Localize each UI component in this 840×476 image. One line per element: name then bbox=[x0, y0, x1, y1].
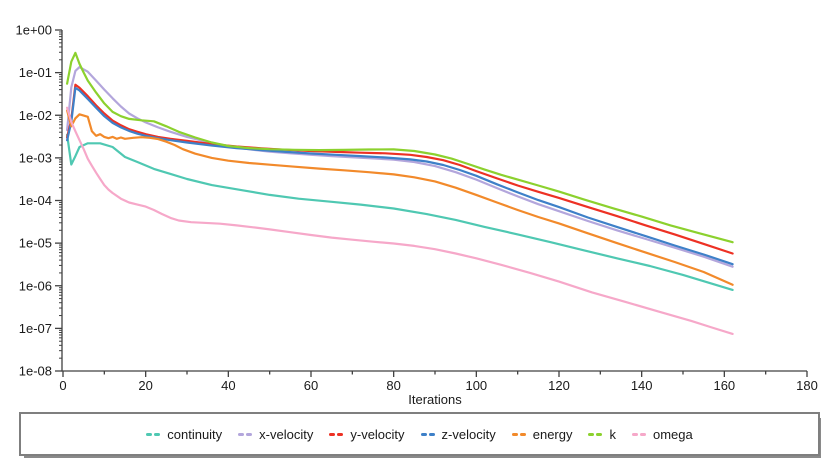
legend-swatch-x-velocity bbox=[238, 432, 253, 436]
legend-swatch-omega bbox=[631, 432, 646, 436]
legend-label-x-velocity: x-velocity bbox=[259, 426, 314, 442]
series-k bbox=[65, 51, 734, 244]
legend-swatch-z-velocity bbox=[420, 432, 435, 436]
y-tick-label: 1e+00 bbox=[15, 23, 52, 38]
axes-frame bbox=[61, 30, 807, 372]
y-tick-label: 1e-06 bbox=[19, 278, 52, 293]
x-tick-label: 0 bbox=[59, 378, 66, 393]
y-tick-label: 1e-01 bbox=[19, 65, 52, 80]
series-z-velocity bbox=[65, 86, 734, 266]
x-tick-label: 40 bbox=[221, 378, 235, 393]
legend-swatch-k bbox=[588, 432, 603, 436]
legend-dash bbox=[246, 432, 253, 436]
y-tick-label: 1e-05 bbox=[19, 236, 52, 251]
x-axis-title: Iterations bbox=[408, 392, 462, 407]
legend-label-continuity: continuity bbox=[167, 426, 223, 442]
x-tick-label: 180 bbox=[796, 378, 818, 393]
legend-swatch-y-velocity bbox=[329, 432, 344, 436]
legend: continuity x-velocity y-velocity z-velocity… bbox=[19, 412, 820, 456]
x-tick-label: 160 bbox=[713, 378, 735, 393]
legend-dash bbox=[420, 432, 427, 436]
plot-area: 1e+00 1e-01 1e-02 1e-03 1e-04 1e-05 1e-06 1e-07… bbox=[15, 23, 817, 394]
legend-item-y-velocity: y-velocity bbox=[329, 426, 405, 442]
legend-dash bbox=[519, 432, 526, 436]
series-energy bbox=[65, 109, 734, 286]
y-tick-label: 1e-04 bbox=[19, 193, 52, 208]
legend-dash bbox=[631, 432, 638, 436]
legend-label-omega: omega bbox=[652, 426, 693, 442]
legend-item-omega: omega bbox=[631, 426, 693, 442]
x-tick-label: 80 bbox=[386, 378, 400, 393]
legend-dash bbox=[238, 432, 245, 436]
legend-item-x-velocity: x-velocity bbox=[238, 428, 313, 441]
legend-dash bbox=[428, 432, 435, 436]
legend-dash bbox=[329, 432, 336, 436]
y-tick-label: 1e-08 bbox=[19, 364, 52, 379]
series-omega bbox=[65, 106, 734, 335]
y-tick-label: 1e-03 bbox=[19, 150, 52, 165]
legend-label-energy: energy bbox=[532, 426, 573, 442]
legend-label-z-velocity: z-velocity bbox=[441, 426, 496, 442]
legend-item-z-velocity: z-velocity bbox=[420, 426, 496, 442]
series-x-velocity bbox=[65, 65, 734, 268]
legend-dash bbox=[639, 432, 646, 436]
legend-item-energy: energy bbox=[511, 426, 573, 442]
x-tick-label: 140 bbox=[631, 378, 653, 393]
legend-dash bbox=[337, 432, 344, 436]
x-tick-label: 100 bbox=[465, 378, 487, 393]
legend-item-continuity: continuity bbox=[146, 428, 222, 441]
legend-dash bbox=[511, 432, 518, 436]
x-tick-label: 20 bbox=[138, 378, 152, 393]
legend-dash bbox=[146, 432, 153, 436]
legend-dash bbox=[596, 432, 603, 436]
legend-dash bbox=[588, 432, 595, 436]
y-tick-label: 1e-07 bbox=[19, 321, 52, 336]
series-continuity bbox=[65, 133, 734, 291]
legend-label-y-velocity: y-velocity bbox=[350, 426, 405, 442]
residuals-chart: 1e+00 1e-01 1e-02 1e-03 1e-04 1e-05 1e-06 1e-07… bbox=[15, 23, 817, 408]
legend-item-k: k bbox=[588, 428, 616, 441]
series-y-velocity bbox=[65, 83, 734, 255]
legend-dash bbox=[154, 432, 161, 436]
legend-swatch-continuity bbox=[146, 432, 161, 436]
legend-swatch-energy bbox=[511, 432, 526, 436]
x-tick-label: 120 bbox=[548, 378, 570, 393]
legend-label-k: k bbox=[609, 426, 616, 442]
y-tick-label: 1e-02 bbox=[19, 108, 52, 123]
x-tick-label: 60 bbox=[304, 378, 318, 393]
